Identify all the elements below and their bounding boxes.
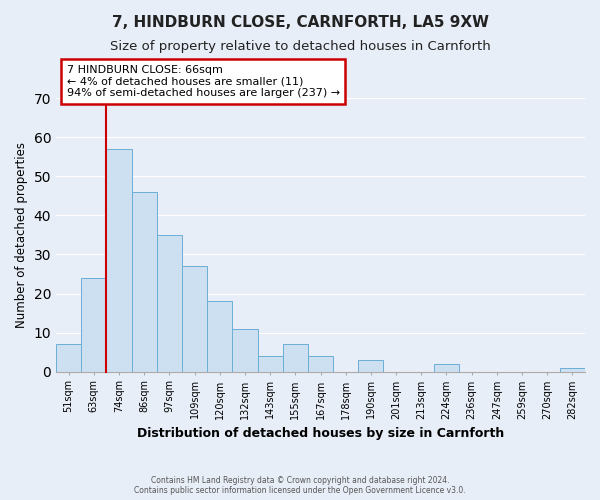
Bar (283, 344, 308, 372)
Bar (434, 364, 459, 372)
Text: 7 HINDBURN CLOSE: 66sqm
← 4% of detached houses are smaller (11)
94% of semi-det: 7 HINDBURN CLOSE: 66sqm ← 4% of detached… (67, 65, 340, 98)
Bar (358, 360, 383, 372)
X-axis label: Distribution of detached houses by size in Carnforth: Distribution of detached houses by size … (137, 427, 504, 440)
Bar (308, 356, 333, 372)
Y-axis label: Number of detached properties: Number of detached properties (15, 142, 28, 328)
Bar (560, 368, 585, 372)
Bar (257, 356, 283, 372)
Text: 7, HINDBURN CLOSE, CARNFORTH, LA5 9XW: 7, HINDBURN CLOSE, CARNFORTH, LA5 9XW (112, 15, 488, 30)
Text: Contains HM Land Registry data © Crown copyright and database right 2024.
Contai: Contains HM Land Registry data © Crown c… (134, 476, 466, 495)
Bar (106, 149, 131, 372)
Bar (157, 235, 182, 372)
Bar (81, 278, 106, 372)
Bar (56, 344, 81, 372)
Bar (207, 302, 232, 372)
Bar (131, 192, 157, 372)
Bar (232, 328, 257, 372)
Text: Size of property relative to detached houses in Carnforth: Size of property relative to detached ho… (110, 40, 490, 53)
Bar (182, 266, 207, 372)
